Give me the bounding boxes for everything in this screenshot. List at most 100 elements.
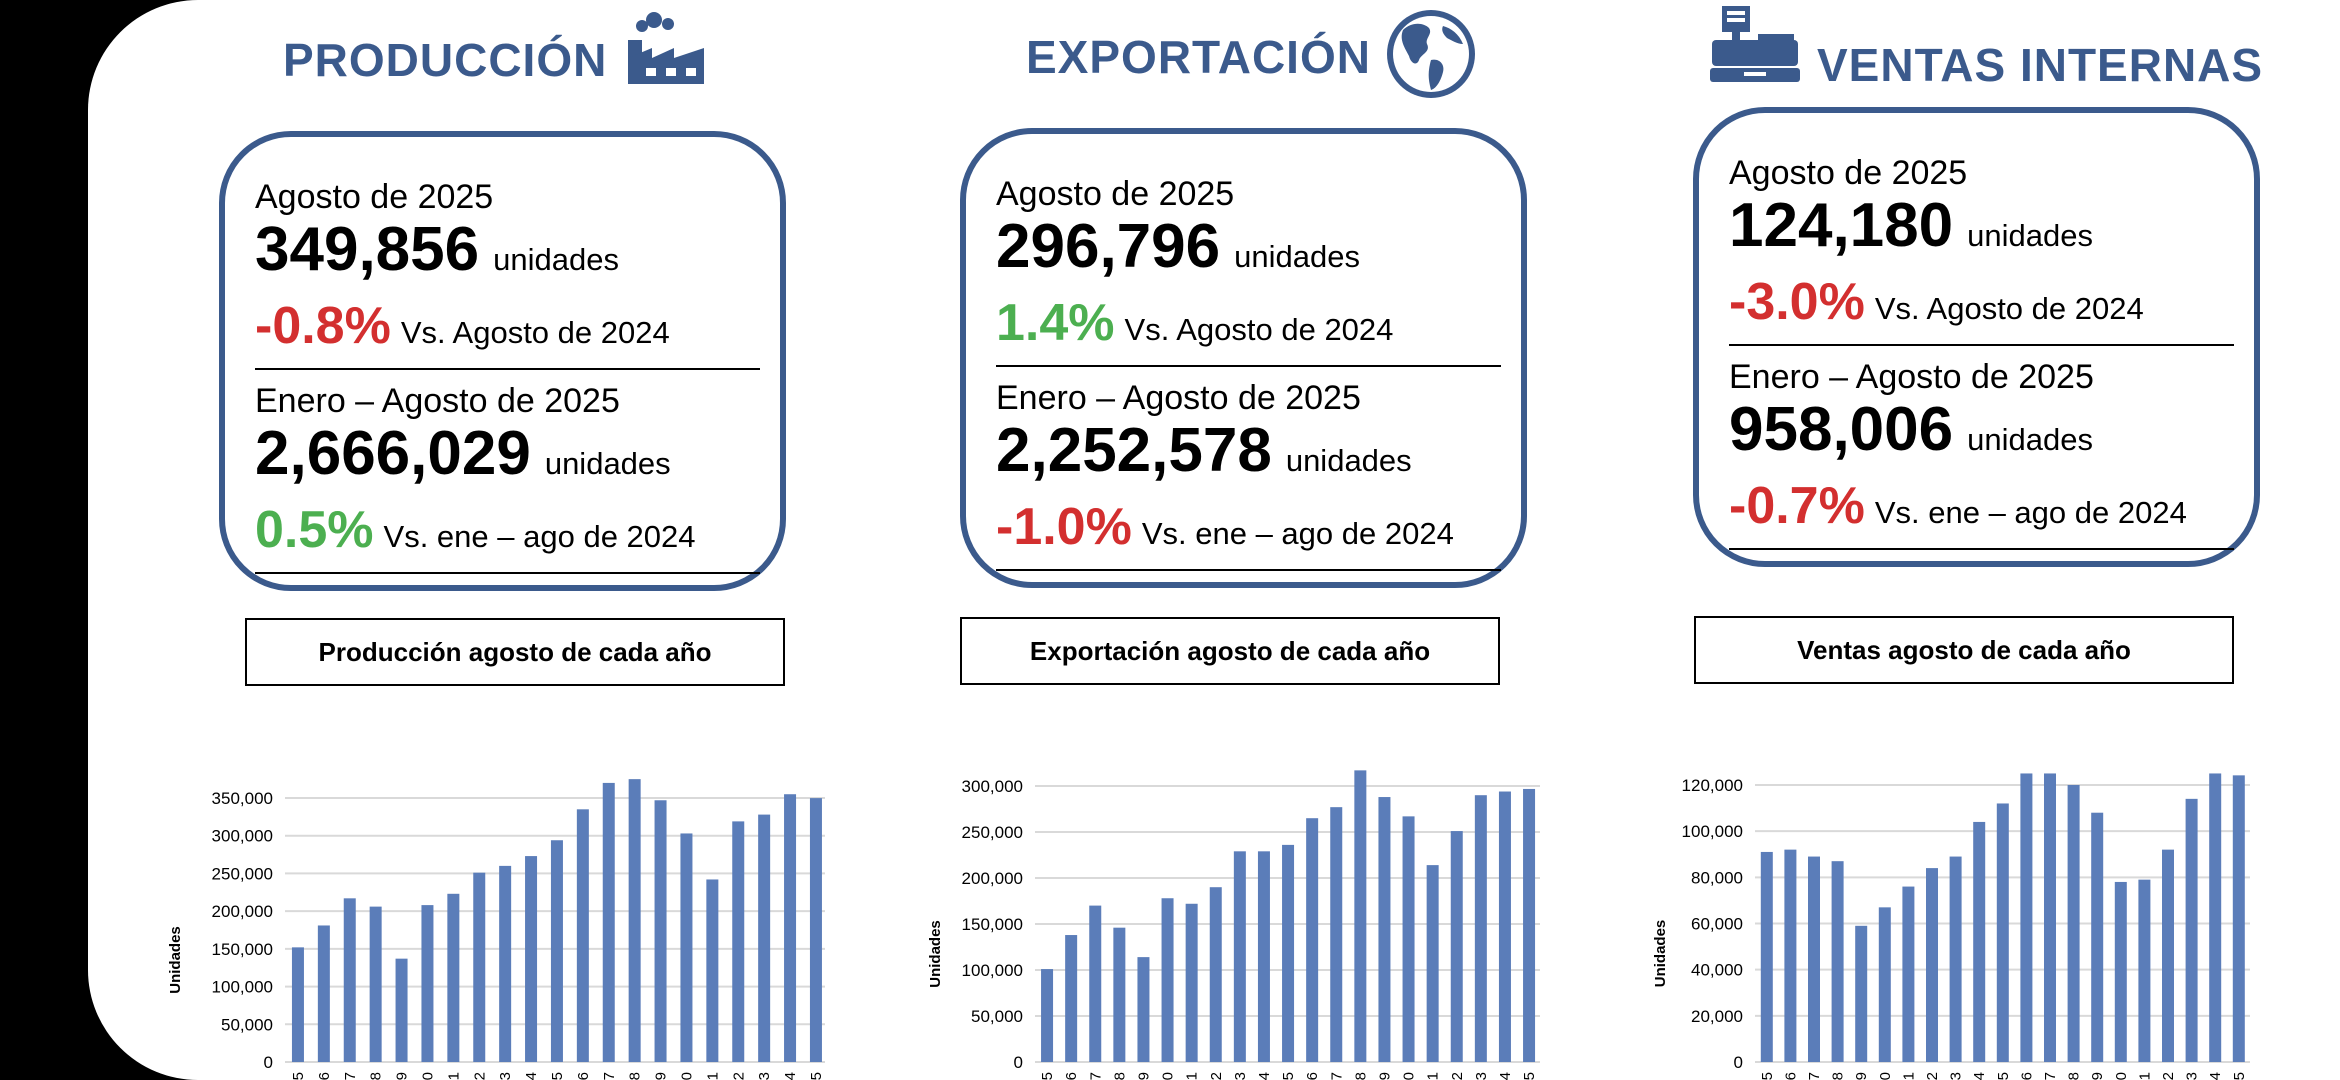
x-tick-label: 2007 — [1087, 1072, 1104, 1080]
ytd-comparison: Vs. ene – ago de 2024 — [1141, 516, 1454, 551]
x-tick-label: 2021 — [1425, 1072, 1442, 1080]
bar-2007 — [1808, 856, 1820, 1062]
month-period: Agosto de 2025 — [1729, 154, 1968, 192]
bar-2010 — [421, 905, 434, 1062]
y-tick-label: 80,000 — [1691, 868, 1743, 887]
bar-2022 — [732, 821, 745, 1062]
ytd-comparison: Vs. ene – ago de 2024 — [383, 519, 696, 554]
bar-2022 — [2162, 849, 2174, 1062]
y-tick-label: 40,000 — [1691, 961, 1743, 980]
bar-2023 — [1474, 795, 1487, 1062]
globe-icon — [1387, 10, 1475, 98]
x-tick-label: 2007 — [342, 1072, 359, 1080]
month-change: -3.0% — [1729, 273, 1865, 331]
x-tick-label: 2008 — [1830, 1072, 1847, 1080]
x-tick-label: 2009 — [394, 1072, 411, 1080]
x-tick-label: 2009 — [1853, 1072, 1870, 1080]
bar-2014 — [1973, 821, 1986, 1062]
bar-2018 — [1354, 770, 1367, 1062]
ytd-unit: unidades — [544, 446, 671, 481]
bar-2017 — [1330, 807, 1343, 1062]
bar-2010 — [1161, 898, 1174, 1062]
month-value: 124,180 — [1729, 191, 1954, 260]
y-tick-label: 100,000 — [962, 961, 1023, 980]
bar-2023 — [2185, 798, 2198, 1062]
bar-2013 — [499, 865, 512, 1062]
chart-title-exportacion: Exportación agosto de cada año — [960, 617, 1500, 685]
y-tick-label: 300,000 — [212, 827, 273, 846]
x-tick-label: 2012 — [1924, 1072, 1941, 1080]
y-axis-label: Unidades — [927, 920, 944, 988]
y-tick-label: 100,000 — [1682, 822, 1743, 841]
section-title-produccion: PRODUCCIÓN — [283, 34, 608, 86]
month-period: Agosto de 2025 — [255, 178, 494, 216]
x-tick-label: 2016 — [575, 1072, 592, 1080]
y-tick-label: 120,000 — [1682, 776, 1743, 795]
card-produccion: Agosto de 2025 349,856 unidades -0.8% Vs. … — [219, 131, 786, 591]
bar-2024 — [1498, 791, 1511, 1062]
y-tick-label: 350,000 — [212, 789, 273, 808]
bar-2018 — [628, 779, 641, 1062]
ytd-period: Enero – Agosto de 2025 — [1729, 358, 2094, 396]
ytd-unit: unidades — [1967, 422, 2093, 457]
x-tick-label: 2011 — [1900, 1072, 1917, 1080]
bar-2006 — [317, 925, 330, 1062]
bar-2025 — [2232, 775, 2245, 1062]
y-tick-label: 300,000 — [962, 777, 1023, 796]
y-tick-label: 0 — [1734, 1053, 1743, 1072]
x-tick-label: 2006 — [1063, 1072, 1080, 1080]
x-tick-label: 2024 — [1497, 1072, 1514, 1080]
x-tick-label: 2023 — [2184, 1072, 2201, 1080]
x-tick-label: 2010 — [1877, 1072, 1894, 1080]
x-tick-label: 2013 — [1948, 1072, 1965, 1080]
bar-2009 — [1855, 925, 1868, 1062]
bar-2006 — [1784, 849, 1797, 1062]
x-tick-label: 2019 — [653, 1072, 670, 1080]
x-tick-label: 2011 — [445, 1072, 462, 1080]
x-tick-label: 2005 — [290, 1072, 307, 1080]
bar-2015 — [1282, 844, 1295, 1062]
x-tick-label: 2012 — [471, 1072, 488, 1080]
ytd-period: Enero – Agosto de 2025 — [996, 379, 1361, 417]
cash-register-icon — [1710, 6, 1800, 82]
y-tick-label: 250,000 — [962, 823, 1023, 842]
x-tick-label: 2017 — [2042, 1072, 2059, 1080]
x-tick-label: 2025 — [1521, 1072, 1538, 1080]
bar-2018 — [2067, 785, 2080, 1062]
y-tick-label: 20,000 — [1691, 1007, 1743, 1026]
y-tick-label: 0 — [1014, 1053, 1023, 1072]
month-unit: unidades — [493, 242, 619, 277]
x-tick-label: 2023 — [756, 1072, 773, 1080]
x-tick-label: 2020 — [2113, 1072, 2130, 1080]
bar-2013 — [1949, 856, 1962, 1062]
bar-2019 — [2091, 812, 2104, 1062]
bar-2008 — [1113, 927, 1126, 1062]
y-tick-label: 0 — [264, 1053, 273, 1072]
card-ventas: Agosto de 2025 124,180 unidades -3.0% Vs. … — [1693, 107, 2260, 567]
y-tick-label: 60,000 — [1691, 915, 1743, 934]
bar-2021 — [1426, 865, 1439, 1062]
bar-2008 — [369, 906, 382, 1062]
bar-2007 — [1089, 905, 1102, 1062]
x-tick-label: 2006 — [316, 1072, 333, 1080]
section-title-exportacion: EXPORTACIÓN — [1026, 31, 1371, 83]
x-tick-label: 2014 — [1256, 1072, 1273, 1080]
x-tick-label: 2018 — [2066, 1072, 2083, 1080]
x-tick-label: 2022 — [2160, 1072, 2177, 1080]
x-tick-label: 2023 — [1473, 1072, 1490, 1080]
x-tick-label: 2018 — [1352, 1072, 1369, 1080]
bar-2024 — [784, 794, 797, 1062]
month-comparison: Vs. Agosto de 2024 — [400, 315, 670, 350]
bar-2013 — [1233, 851, 1246, 1062]
x-tick-label: 2017 — [1328, 1072, 1345, 1080]
bar-2016 — [576, 809, 589, 1062]
bar-2023 — [758, 814, 771, 1062]
x-tick-label: 2013 — [497, 1072, 514, 1080]
month-change: 1.4% — [996, 294, 1115, 352]
bar-2005 — [1760, 851, 1773, 1062]
x-tick-label: 2010 — [419, 1072, 436, 1080]
card-exportacion: Agosto de 2025 296,796 unidades 1.4% Vs. A… — [960, 128, 1527, 588]
bar-2012 — [1209, 887, 1222, 1062]
chart-exportacion: 0 50,000 100,000 150,000 200,000 250,000 300,0… — [927, 770, 1540, 1080]
y-axis-label: Unidades — [167, 926, 184, 994]
